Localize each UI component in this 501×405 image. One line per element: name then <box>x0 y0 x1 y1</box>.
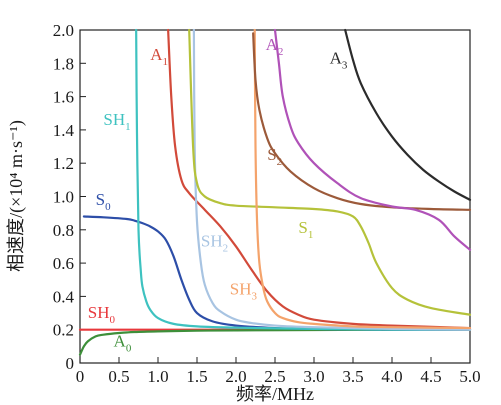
x-tick-label: 0.5 <box>108 367 129 386</box>
x-tick-label: 3.0 <box>303 367 324 386</box>
y-axis-title: 相速度/(×10⁴ m·s⁻¹) <box>6 120 27 272</box>
x-tick-label: 1.0 <box>147 367 168 386</box>
series-label-sh0: SH0 <box>88 303 116 326</box>
y-tick-label: 0.6 <box>53 254 74 273</box>
y-tick-label: 1.0 <box>53 188 74 207</box>
y-tick-label: 1.2 <box>53 154 74 173</box>
series-line-a0 <box>78 328 472 356</box>
series-label-sh3: SH3 <box>230 280 258 303</box>
x-tick-label: 3.5 <box>342 367 363 386</box>
curves <box>78 28 472 356</box>
series-label-a1: A1 <box>150 45 168 68</box>
series-label-a0: A0 <box>114 331 132 354</box>
series-label-sh1: SH1 <box>103 110 130 133</box>
series-label-s2: S2 <box>267 145 282 168</box>
series-line-sh1 <box>135 28 472 331</box>
x-axis-title: 频率/MHz <box>236 384 314 404</box>
series-label-s0: S0 <box>96 190 111 213</box>
series-line-sh2 <box>192 28 472 331</box>
x-tick-label: 2.0 <box>225 367 246 386</box>
series-label-s1: S1 <box>298 218 313 241</box>
x-tick-label: 4.5 <box>420 367 441 386</box>
y-tick-label: 1.8 <box>53 54 74 73</box>
series-line-s1 <box>188 28 472 316</box>
series-label-a2: A2 <box>266 35 284 58</box>
curve-labels: SH0 A0 S0 SH1 A1 SH2 S1 SH3 S2 A2 A3 <box>88 35 348 354</box>
ticks: 0 0.5 1.0 1.5 2.0 2.5 3.0 3.5 4.0 4.5 5.0 0 0.2 0.4 0.… <box>53 21 481 386</box>
series-label-a3: A3 <box>330 48 348 71</box>
y-tick-label: 0.2 <box>53 321 74 340</box>
series-line-a2 <box>273 28 472 251</box>
series-label-sh2: SH2 <box>201 231 228 254</box>
series-line-a1 <box>167 28 472 330</box>
x-tick-label: 2.5 <box>264 367 285 386</box>
y-tick-label: 0 <box>66 354 75 373</box>
series-line-sh3 <box>253 28 472 330</box>
y-tick-label: 2.0 <box>53 21 74 40</box>
y-tick-label: 1.4 <box>53 121 75 140</box>
x-tick-label: 1.5 <box>186 367 207 386</box>
y-tick-label: 0.4 <box>53 287 75 306</box>
x-tick-label: 4.0 <box>381 367 402 386</box>
x-tick-label: 0 <box>76 367 85 386</box>
series-line-a3 <box>344 28 472 201</box>
x-tick-label: 5.0 <box>459 367 480 386</box>
series-line-s2 <box>252 32 472 211</box>
y-tick-label: 1.6 <box>53 88 74 107</box>
y-tick-label: 0.8 <box>53 221 74 240</box>
